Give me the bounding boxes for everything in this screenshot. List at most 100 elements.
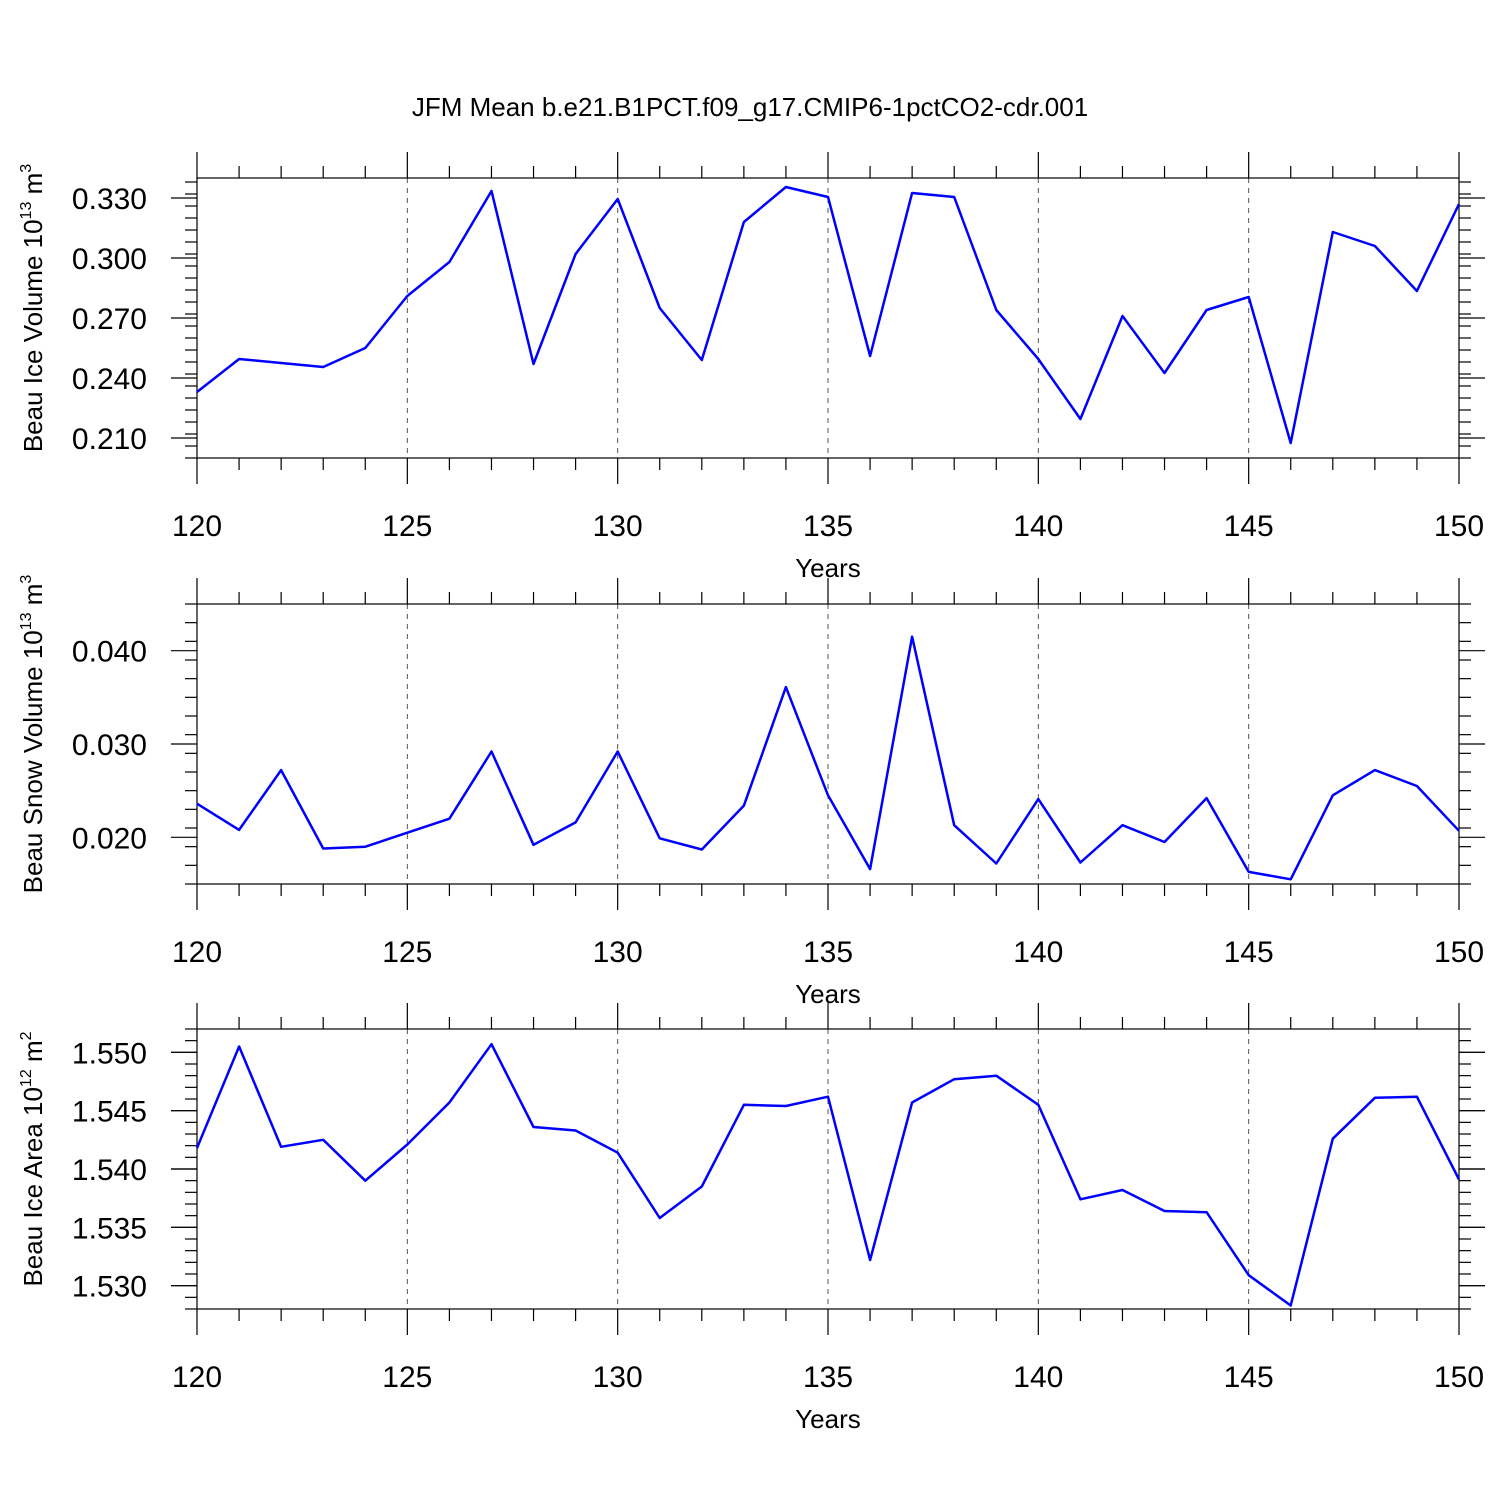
data-point	[1331, 230, 1335, 234]
y-axis-title: Beau Ice Area 1012 m2	[18, 1031, 48, 1286]
data-point	[1078, 861, 1082, 865]
data-point	[195, 1146, 199, 1150]
data-point	[405, 294, 409, 298]
data-point	[1205, 796, 1209, 800]
data-point	[363, 845, 367, 849]
data-point	[1036, 797, 1040, 801]
data-point	[1289, 441, 1293, 445]
data-point	[405, 1143, 409, 1147]
panel-1: 0.210 0.240 0.270 0.300 0.330 120 125 130 135 140…	[18, 152, 1485, 583]
x-tick-label: 150	[1434, 936, 1484, 969]
y-axis-title: Beau Ice Volume 1013 m3	[18, 164, 48, 452]
data-point	[321, 847, 325, 851]
data-point	[742, 1103, 746, 1107]
data-point	[616, 197, 620, 201]
data-point	[994, 1074, 998, 1078]
data-point	[489, 1042, 493, 1046]
x-tick-label: 145	[1224, 936, 1274, 969]
data-point	[826, 195, 830, 199]
data-point	[826, 1095, 830, 1099]
data-point	[700, 1185, 704, 1189]
data-point	[658, 306, 662, 310]
data-point	[237, 357, 241, 361]
data-point	[994, 861, 998, 865]
x-tick-label: 125	[382, 1361, 432, 1394]
series-line	[196, 635, 1460, 881]
data-point	[910, 635, 914, 639]
data-point	[489, 189, 493, 193]
data-point	[658, 836, 662, 840]
data-point	[447, 1101, 451, 1105]
y-tick-label: 1.535	[72, 1212, 147, 1245]
x-tick-label: 135	[803, 1361, 853, 1394]
y-tick-label: 0.330	[72, 183, 147, 216]
data-point	[784, 685, 788, 689]
data-point	[1247, 1273, 1251, 1277]
x-tick-label: 130	[593, 1361, 643, 1394]
x-tick-label: 120	[172, 1361, 222, 1394]
data-point	[574, 1129, 578, 1133]
y-tick-label: 0.210	[72, 423, 147, 456]
data-point	[1120, 823, 1124, 827]
x-tick-label: 125	[382, 510, 432, 543]
data-point	[195, 390, 199, 394]
data-point	[363, 1179, 367, 1183]
data-point	[1415, 289, 1419, 293]
data-point	[910, 1101, 914, 1105]
data-point	[279, 1145, 283, 1149]
data-point	[405, 831, 409, 835]
data-point	[952, 195, 956, 199]
data-point	[279, 361, 283, 365]
x-tick-label: 150	[1434, 1361, 1484, 1394]
figure-title: JFM Mean b.e21.B1PCT.f09_g17.CMIP6-1pctC…	[412, 92, 1088, 122]
data-point	[1331, 1137, 1335, 1141]
data-point	[532, 843, 536, 847]
data-point	[1163, 371, 1167, 375]
y-axis-title: Beau Snow Volume 1013 m3	[18, 575, 48, 894]
panel-3: 1.530 1.535 1.540 1.545 1.550 120 125 130 135 140…	[18, 1003, 1485, 1434]
data-point	[952, 1077, 956, 1081]
x-tick-label: 145	[1224, 510, 1274, 543]
data-point	[574, 252, 578, 256]
x-tick-label: 145	[1224, 1361, 1274, 1394]
data-point	[1373, 1096, 1377, 1100]
data-point	[868, 354, 872, 358]
data-point	[1415, 1095, 1419, 1099]
data-point	[489, 749, 493, 753]
data-point	[1205, 308, 1209, 312]
x-tick-label: 140	[1013, 936, 1063, 969]
data-point	[826, 793, 830, 797]
series-line	[195, 1042, 1461, 1307]
data-point	[447, 260, 451, 264]
data-point	[1120, 314, 1124, 318]
y-tick-label: 0.240	[72, 363, 147, 396]
data-point	[658, 1216, 662, 1220]
data-point	[742, 804, 746, 808]
y-tick-label: 0.270	[72, 303, 147, 336]
data-point	[868, 867, 872, 871]
x-axis-title: Years	[795, 1404, 861, 1434]
data-point	[1289, 877, 1293, 881]
y-tick-label: 1.550	[72, 1037, 147, 1070]
data-point	[1415, 784, 1419, 788]
data-point	[1331, 793, 1335, 797]
data-point	[447, 817, 451, 821]
data-point	[532, 1125, 536, 1129]
data-point	[994, 308, 998, 312]
data-point	[1457, 829, 1461, 833]
x-tick-label: 150	[1434, 510, 1484, 543]
y-tick-label: 1.540	[72, 1154, 147, 1187]
y-tick-label: 0.020	[72, 822, 147, 855]
x-tick-label: 140	[1013, 1361, 1063, 1394]
data-point	[1078, 1197, 1082, 1201]
series-line	[196, 185, 1461, 445]
data-point	[1457, 202, 1461, 206]
data-point	[574, 820, 578, 824]
data-point	[532, 362, 536, 366]
data-point	[279, 768, 283, 772]
data-point	[1078, 417, 1082, 421]
data-point	[1036, 1103, 1040, 1107]
data-point	[784, 185, 788, 189]
data-point	[1289, 1304, 1293, 1308]
